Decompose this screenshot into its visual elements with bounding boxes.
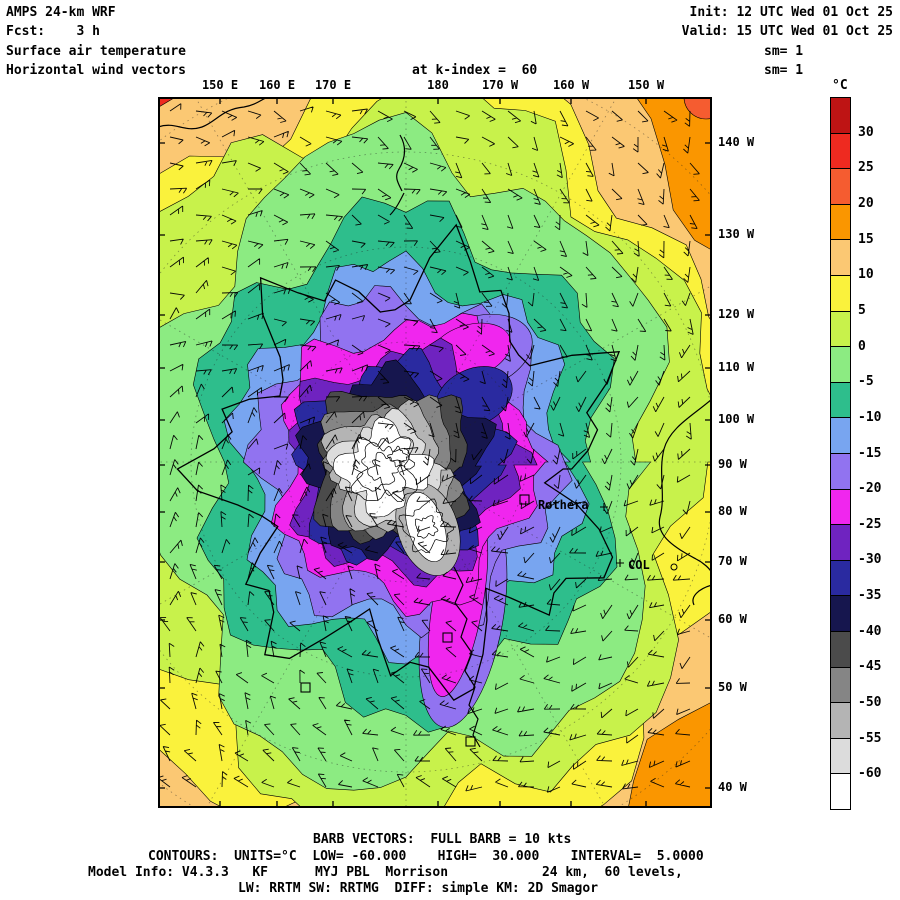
colorbar-cell-14 <box>831 596 850 632</box>
colorbar-tick--5: -5 <box>858 374 874 390</box>
station-square-marker <box>300 682 311 693</box>
longitude-label-right: 120 W <box>718 307 755 321</box>
coastline-layer <box>158 97 712 748</box>
colorbar-cell-19 <box>831 774 850 809</box>
longitude-label-right: 90 W <box>718 457 747 471</box>
south-america-coast <box>658 398 712 606</box>
longitude-label-top: 150 W <box>627 78 665 92</box>
station-label: Rothera <box>538 498 589 512</box>
colorbar-cell-11 <box>831 489 850 526</box>
contour-legend: CONTOURS: UNITS=°C LOW= -60.000 HIGH= 30… <box>148 849 704 864</box>
station-layer <box>300 494 624 747</box>
colorbar-cell-12 <box>831 525 850 561</box>
colorbar-tick--15: -15 <box>858 445 882 461</box>
colorbar-tick-15: 15 <box>858 231 874 247</box>
colorbar-tick--10: -10 <box>858 409 882 425</box>
model-title: AMPS 24-km WRF <box>6 5 116 20</box>
map-panel: Rothera COL <box>158 97 712 808</box>
colorbar-tick-25: 25 <box>858 160 874 176</box>
colorbar-cell-2 <box>831 169 850 205</box>
colorbar-cell-13 <box>831 560 850 597</box>
barb-legend: BARB VECTORS: FULL BARB = 10 kts <box>313 832 572 847</box>
colorbar-tick--30: -30 <box>858 552 882 568</box>
longitude-label-top: 180 <box>427 78 449 92</box>
station-square-marker <box>465 736 476 747</box>
colorbar-cell-17 <box>831 703 850 739</box>
longitude-label-top: 160 W <box>552 78 590 92</box>
australia-coast <box>158 97 269 130</box>
colorbar-cell-16 <box>831 667 850 704</box>
longitude-label-right: 40 W <box>718 780 747 794</box>
new-zealand-coast <box>389 134 405 216</box>
colorbar-unit-label: °C <box>832 78 848 93</box>
longitude-label-right: 110 W <box>718 360 755 374</box>
colorbar <box>830 97 851 810</box>
physics-info: LW: RRTM SW: RRTMG DIFF: simple KM: 2D S… <box>238 881 599 896</box>
longitude-label-right: 80 W <box>718 504 747 518</box>
colorbar-cell-8 <box>831 382 850 419</box>
colorbar-tick-0: 0 <box>858 338 866 354</box>
station-square-marker <box>519 494 530 505</box>
colorbar-tick--45: -45 <box>858 659 882 675</box>
colorbar-tick-5: 5 <box>858 302 866 318</box>
colorbar-tick--20: -20 <box>858 481 882 497</box>
valid-time: Valid: 15 UTC Wed 01 Oct 25 <box>681 24 893 39</box>
station-plus-marker <box>600 503 608 511</box>
longitude-label-right: 60 W <box>718 612 747 626</box>
colorbar-cell-0 <box>831 98 850 134</box>
colorbar-tick--35: -35 <box>858 588 882 604</box>
colorbar-tick--55: -55 <box>858 730 882 746</box>
colorbar-cell-6 <box>831 311 850 348</box>
field-title-2: Horizontal wind vectors <box>6 63 187 78</box>
graticule <box>158 97 712 808</box>
colorbar-cell-9 <box>831 418 850 454</box>
colorbar-cell-4 <box>831 240 850 276</box>
colorbar-cell-5 <box>831 275 850 312</box>
station-label: COL <box>628 558 650 572</box>
longitude-label-right: 70 W <box>718 554 747 568</box>
model-info: Model Info: V4.3.3 KF MYJ PBL Morrison 2… <box>88 865 683 880</box>
colorbar-cell-7 <box>831 347 850 383</box>
smoothing-1: sm= 1 <box>764 44 804 59</box>
colorbar-cell-10 <box>831 453 850 490</box>
colorbar-cell-15 <box>831 631 850 668</box>
longitude-label-right: 130 W <box>718 227 755 241</box>
map-frame <box>158 97 712 808</box>
colorbar-tick-20: 20 <box>858 195 874 211</box>
colorbar-cell-3 <box>831 204 850 241</box>
longitude-label-top: 160 E <box>258 78 296 92</box>
level-label: at k-index = 60 <box>412 63 538 78</box>
station-plus-marker <box>616 559 624 567</box>
field-title-1: Surface air temperature <box>6 44 187 59</box>
longitude-label-top: 150 E <box>201 78 239 92</box>
temperature-contour-map: Rothera COL <box>158 97 712 808</box>
axis-ticks <box>158 97 712 808</box>
longitude-label-right: 100 W <box>718 412 755 426</box>
colorbar-tick--40: -40 <box>858 623 882 639</box>
contour-fill-layer: Rothera COL <box>158 97 712 808</box>
colorbar-tick--60: -60 <box>858 766 882 782</box>
longitude-label-top: 170 W <box>481 78 519 92</box>
longitude-label-right: 50 W <box>718 680 747 694</box>
init-time: Init: 12 UTC Wed 01 Oct 25 <box>689 5 894 20</box>
smoothing-2: sm= 1 <box>764 63 804 78</box>
longitude-label-top: 170 E <box>314 78 352 92</box>
station-square-marker <box>442 632 453 643</box>
colorbar-tick--25: -25 <box>858 516 882 532</box>
colorbar-cell-18 <box>831 738 850 775</box>
wind-barbs <box>158 103 700 793</box>
colorbar-tick--50: -50 <box>858 695 882 711</box>
colorbar-tick-30: 30 <box>858 124 874 140</box>
longitude-label-right: 140 W <box>718 135 755 149</box>
colorbar-tick-10: 10 <box>858 267 874 283</box>
forecast-hour: Fcst: 3 h <box>6 24 100 39</box>
colorbar-cell-1 <box>831 133 850 170</box>
